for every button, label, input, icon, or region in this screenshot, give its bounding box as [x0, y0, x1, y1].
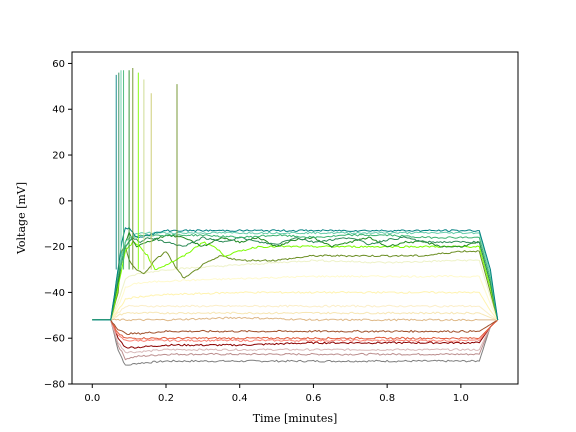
series-line-5 — [92, 319, 499, 340]
x-tick-label-1: 0.2 — [158, 393, 174, 404]
series-line-10 — [92, 291, 499, 321]
series-line-1 — [92, 319, 499, 361]
y-tick-label-1: −60 — [44, 334, 65, 345]
series-line-2 — [92, 319, 499, 354]
series-line-15 — [92, 231, 499, 321]
y-tick-label-4: 0 — [59, 196, 65, 207]
x-tick-label-2: 0.4 — [232, 393, 248, 404]
series-line-7 — [92, 316, 498, 322]
series-line-13 — [92, 245, 499, 321]
x-axis-label: Time [minutes] — [253, 412, 338, 425]
series-line-6 — [92, 319, 498, 335]
series-layer — [92, 227, 499, 366]
series-line-3 — [92, 319, 499, 349]
y-tick-label-6: 40 — [52, 105, 65, 116]
series-line-16 — [92, 236, 499, 321]
x-axis: 0.0 0.2 0.4 0.6 0.8 1.0 — [84, 384, 469, 404]
series-line-19 — [92, 227, 499, 321]
series-line-14 — [92, 240, 499, 321]
y-tick-label-3: −20 — [44, 242, 65, 253]
y-tick-label-0: −80 — [44, 380, 65, 391]
y-tick-label-2: −40 — [44, 288, 65, 299]
plot-frame — [71, 51, 519, 385]
y-tick-label-7: 60 — [52, 59, 65, 70]
series-line-12 — [92, 259, 499, 321]
x-tick-label-0: 0.0 — [84, 393, 100, 404]
series-line-4 — [92, 319, 499, 342]
series-line-18 — [92, 231, 499, 321]
series-line-11 — [92, 275, 499, 321]
y-axis-label: Voltage [mV] — [15, 182, 28, 255]
series-line-0 — [92, 319, 499, 366]
series-line-17 — [92, 233, 499, 321]
series-line-8 — [92, 311, 498, 321]
x-tick-label-4: 0.8 — [379, 393, 395, 404]
y-tick-label-5: 20 — [52, 151, 65, 162]
x-tick-label-5: 1.0 — [453, 393, 469, 404]
y-axis: −80 −60 −40 −20 0 20 40 60 — [44, 59, 72, 391]
series-line-9 — [92, 304, 498, 321]
spike-layer — [115, 68, 178, 270]
x-tick-label-3: 0.6 — [305, 393, 321, 404]
